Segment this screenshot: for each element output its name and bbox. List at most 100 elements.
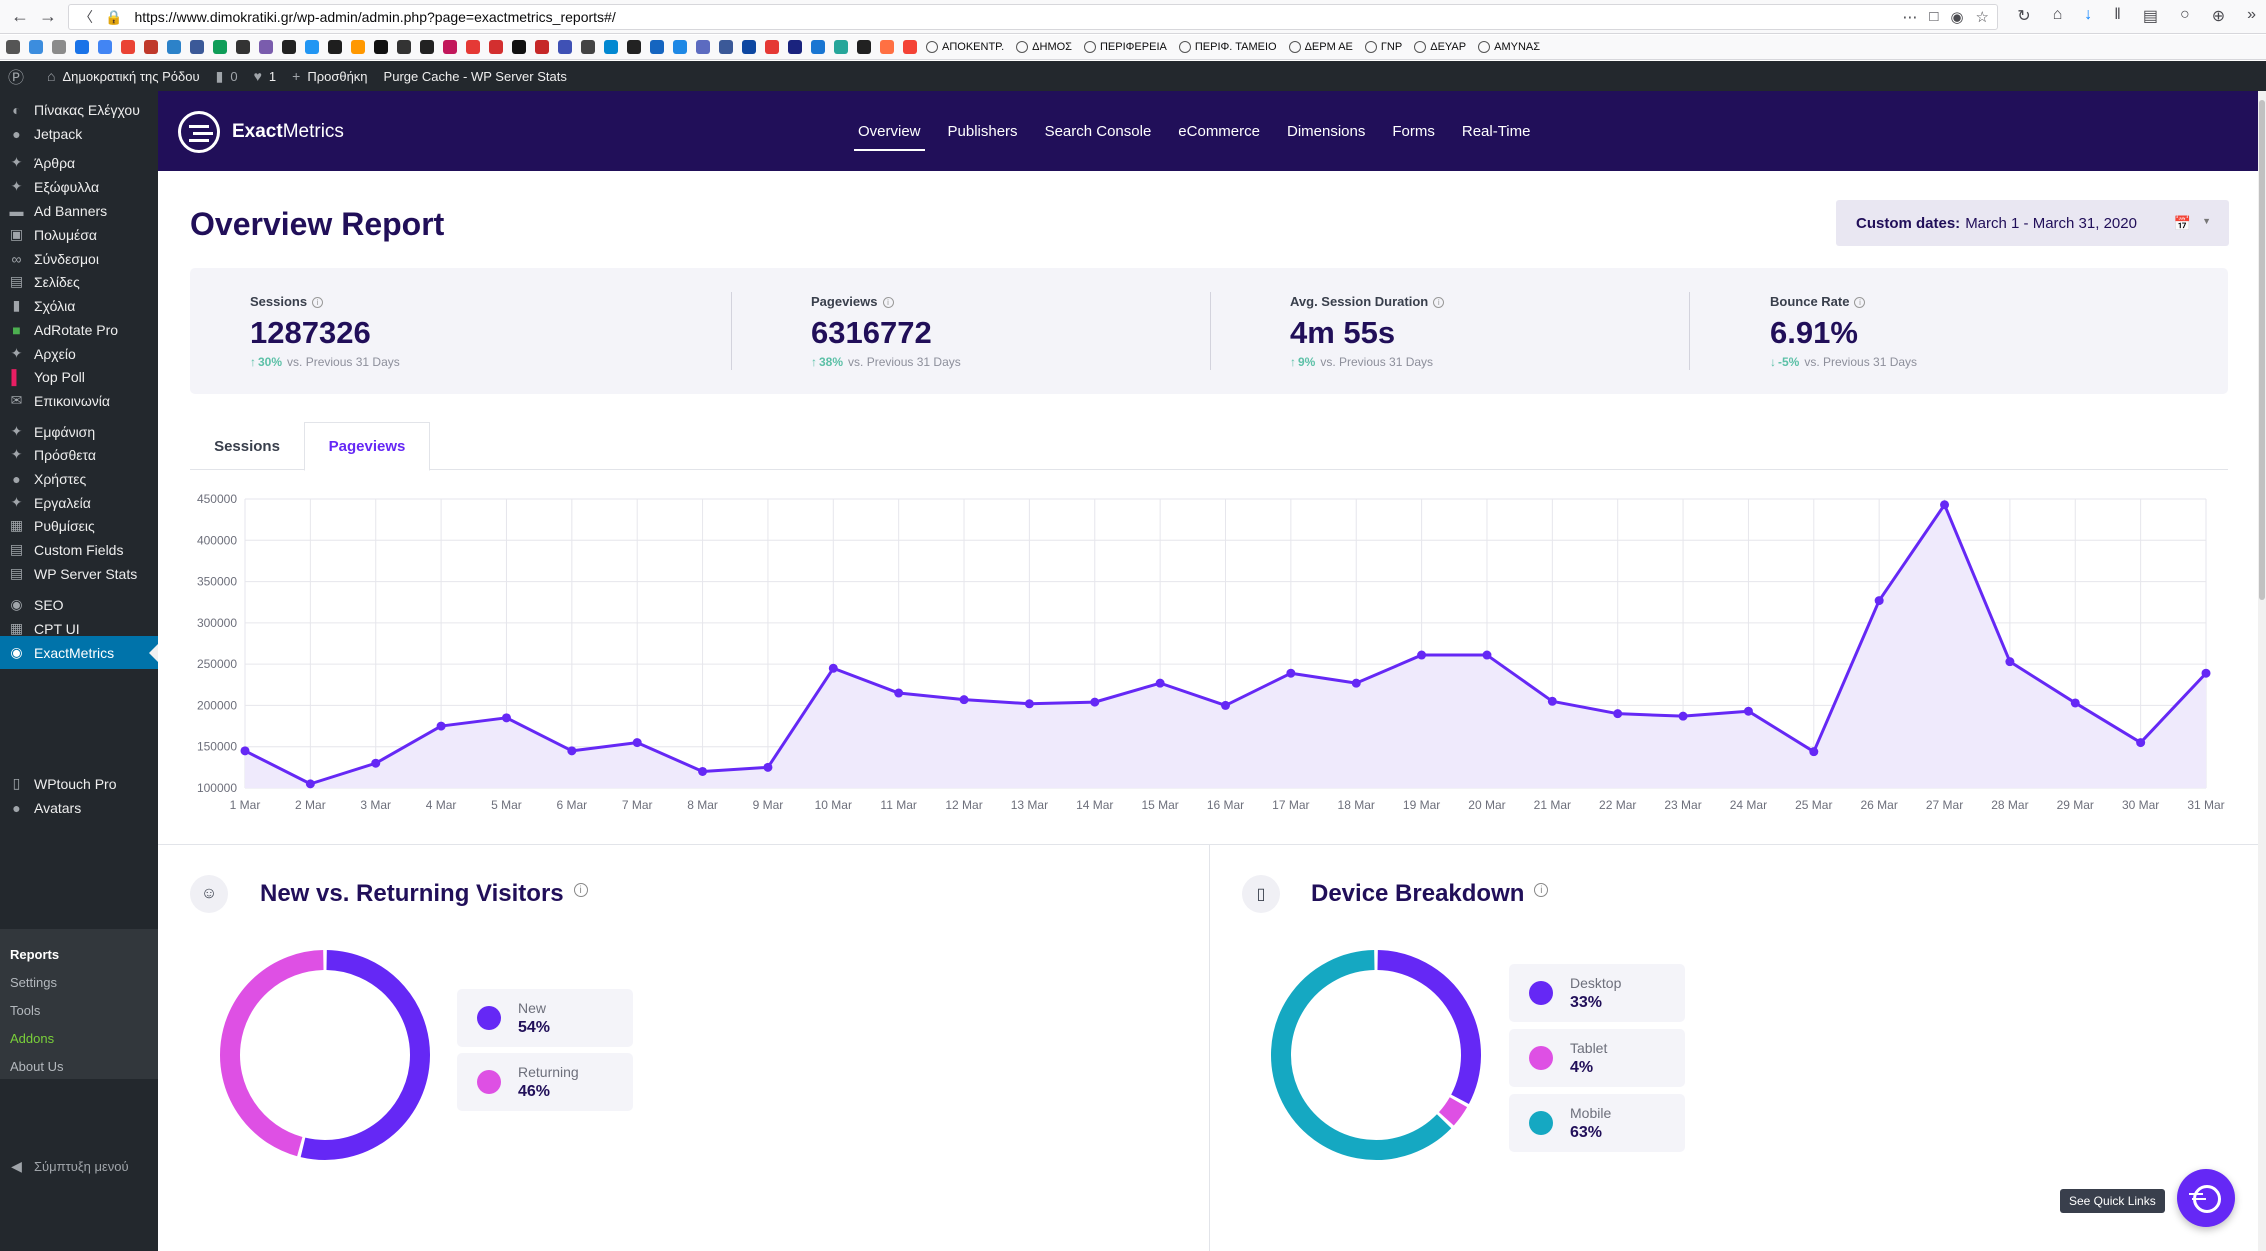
bookmark-folder[interactable]: ΠΕΡΙΦ. ΤΑΜΕΙΟ <box>1178 41 1277 53</box>
bookmark-favicon-icon[interactable] <box>466 40 480 54</box>
chart-tab-sessions[interactable]: Sessions <box>214 437 280 455</box>
address-bar[interactable]: 〈 🔒 https://www.dimokratiki.gr/wp-admin/… <box>68 4 1998 30</box>
bookmark-favicon-icon[interactable] <box>512 40 526 54</box>
bookmark-favicon-icon[interactable] <box>305 40 319 54</box>
pocket-icon[interactable]: □ <box>1929 8 1939 25</box>
overflow-menu-icon[interactable]: » <box>2247 6 2256 23</box>
bookmark-favicon-icon[interactable] <box>397 40 411 54</box>
bookmark-folder[interactable]: ΔΕΡΜ ΑΕ <box>1288 41 1353 53</box>
sidebar-toggle-icon[interactable]: ▤ <box>2142 8 2159 25</box>
bookmark-favicon-icon[interactable] <box>282 40 296 54</box>
bookmark-favicon-icon[interactable] <box>259 40 273 54</box>
bookmark-favicon-icon[interactable] <box>351 40 365 54</box>
bookmark-favicon-icon[interactable] <box>75 40 89 54</box>
sidebar-item[interactable]: ✦ Πρόσθετα <box>0 438 158 471</box>
sidebar-item[interactable]: ◉ ExactMetrics <box>0 636 158 669</box>
tab-ecommerce[interactable]: eCommerce <box>1178 122 1260 140</box>
submenu-about-us[interactable]: About Us <box>10 1059 64 1074</box>
sidebar-item[interactable]: ▬ Ad Banners <box>9 202 108 219</box>
bookmark-favicon-icon[interactable] <box>696 40 710 54</box>
bookmark-favicon-icon[interactable] <box>788 40 802 54</box>
bookmark-favicon-icon[interactable] <box>374 40 388 54</box>
forward-arrow-icon[interactable]: → <box>39 6 57 26</box>
bookmark-favicon-icon[interactable] <box>834 40 848 54</box>
bookmark-favicon-icon[interactable] <box>650 40 664 54</box>
page-actions-icon[interactable]: ⋯ <box>1902 9 1918 26</box>
sidebar-item[interactable]: ✦ Εξώφυλλα <box>0 170 158 203</box>
sidebar-item[interactable]: ▮ Σχόλια <box>0 289 158 322</box>
bookmark-favicon-icon[interactable] <box>489 40 503 54</box>
sidebar-item[interactable]: ∞ Σύνδεσμοι <box>0 242 158 275</box>
bookmark-favicon-icon[interactable] <box>167 40 181 54</box>
bookmark-favicon-icon[interactable] <box>236 40 250 54</box>
tab-overview[interactable]: Overview <box>854 91 925 171</box>
sidebar-item[interactable]: ▌ Yop Poll <box>0 360 158 393</box>
likes-link[interactable]: ♥ 1 <box>253 68 277 84</box>
bookmark-favicon-icon[interactable] <box>903 40 917 54</box>
bookmark-folder[interactable]: ΑΠΟΚΕΝΤΡ. <box>926 41 1004 53</box>
info-icon[interactable]: i <box>1854 297 1866 308</box>
home-icon[interactable]: ⌂ <box>2052 6 2063 23</box>
bookmark-favicon-icon[interactable] <box>144 40 158 54</box>
bookmark-favicon-icon[interactable] <box>535 40 549 54</box>
sidebar-item[interactable]: ▤ Custom Fields <box>9 541 124 558</box>
bookmark-favicon-icon[interactable] <box>190 40 204 54</box>
bookmark-folder[interactable]: ΑΜΥΝΑΣ <box>1478 41 1540 53</box>
sidebar-item[interactable]: ● Χρήστες <box>0 462 158 495</box>
download-icon[interactable]: ↓ <box>2084 6 2093 23</box>
tab-real-time[interactable]: Real-Time <box>1461 122 1531 140</box>
page-scrollbar[interactable] <box>2258 91 2266 1251</box>
submenu-reports[interactable]: Reports <box>10 947 60 962</box>
bookmark-favicon-icon[interactable] <box>29 40 43 54</box>
sidebar-item[interactable]: ▦ CPT UI <box>9 620 80 637</box>
wordpress-logo-icon[interactable]: Ⓟ <box>8 70 25 87</box>
sidebar-item[interactable]: ✦ Εμφάνιση <box>0 415 158 448</box>
sidebar-item[interactable]: ✦ Άρθρα <box>0 146 158 179</box>
add-new-link[interactable]: + Προσθήκη <box>292 68 368 84</box>
bookmark-favicon-icon[interactable] <box>420 40 434 54</box>
comments-link[interactable]: ▮ 0 <box>215 67 238 84</box>
sidebar-item[interactable]: ◐ Πίνακας Ελέγχου <box>0 93 158 126</box>
account-icon[interactable]: ○ <box>2180 6 2190 23</box>
tracking-protection-icon[interactable]: 〈 <box>79 9 93 25</box>
bookmark-favicon-icon[interactable] <box>443 40 457 54</box>
bookmark-folder[interactable]: ΠΕΡΙΦΕΡΕΙΑ <box>1083 41 1167 53</box>
info-icon[interactable]: i <box>1534 883 1549 897</box>
info-icon[interactable]: i <box>573 883 588 897</box>
bookmark-favicon-icon[interactable] <box>719 40 733 54</box>
tab-forms[interactable]: Forms <box>1392 122 1435 140</box>
bookmark-favicon-icon[interactable] <box>857 40 871 54</box>
sync-icon[interactable]: ⊕ <box>2211 8 2226 25</box>
sidebar-item[interactable]: ✦ Αρχείο <box>0 337 158 370</box>
bookmark-favicon-icon[interactable] <box>213 40 227 54</box>
info-icon[interactable]: i <box>312 297 324 308</box>
tab-search-console[interactable]: Search Console <box>1044 122 1152 140</box>
sidebar-item[interactable]: ● Avatars <box>0 791 158 824</box>
bookmark-favicon-icon[interactable] <box>811 40 825 54</box>
reload-icon[interactable]: ↻ <box>2017 8 2031 25</box>
sidebar-item[interactable]: ▯ WPtouch Pro <box>0 767 158 800</box>
date-range-picker[interactable]: Custom dates: March 1 - March 31, 2020 📅… <box>1836 200 2229 246</box>
bookmark-favicon-icon[interactable] <box>328 40 342 54</box>
bookmark-favicon-icon[interactable] <box>765 40 779 54</box>
bookmark-star-icon[interactable]: ☆ <box>1975 9 1989 26</box>
sidebar-item[interactable]: ● Jetpack <box>0 117 158 150</box>
sidebar-item[interactable]: ▤ Σελίδες <box>9 273 80 290</box>
bookmark-favicon-icon[interactable] <box>6 40 20 54</box>
sidebar-item[interactable]: ✦ Εργαλεία <box>0 486 158 519</box>
bookmark-folder[interactable]: ΔΗΜΟΣ <box>1016 41 1072 53</box>
bookmark-favicon-icon[interactable] <box>558 40 572 54</box>
bookmark-favicon-icon[interactable] <box>673 40 687 54</box>
submenu-addons[interactable]: Addons <box>10 1031 55 1046</box>
sidebar-item[interactable]: ▣ Πολυμέσα <box>9 226 97 243</box>
sidebar-item[interactable]: ■ AdRotate Pro <box>0 313 158 346</box>
bookmark-favicon-icon[interactable] <box>98 40 112 54</box>
bookmark-favicon-icon[interactable] <box>121 40 135 54</box>
info-icon[interactable]: i <box>882 297 894 308</box>
collapse-menu[interactable]: ◀ Σύμπτυξη μενού <box>0 1150 158 1183</box>
bookmark-favicon-icon[interactable] <box>52 40 66 54</box>
tab-publishers[interactable]: Publishers <box>947 122 1018 140</box>
bookmark-favicon-icon[interactable] <box>604 40 618 54</box>
sidebar-item[interactable]: ▤ WP Server Stats <box>9 565 138 582</box>
extension-icon[interactable]: ◉ <box>1950 9 1964 26</box>
